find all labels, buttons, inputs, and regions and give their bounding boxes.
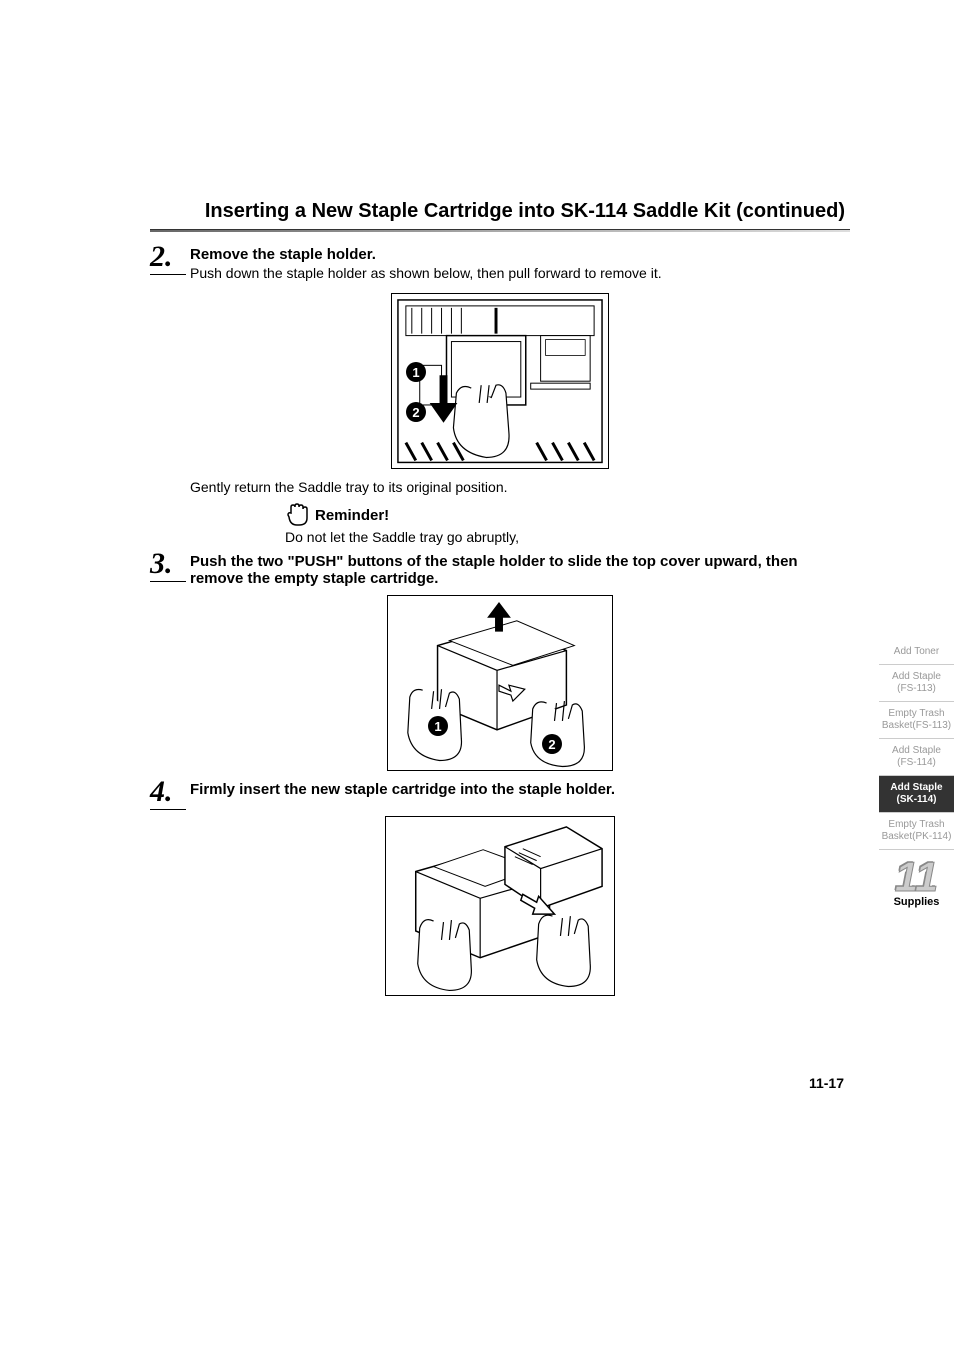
- chapter-label: Supplies: [879, 896, 954, 908]
- step-body: Firmly insert the new staple cartridge i…: [190, 781, 850, 800]
- sidebar-item-line1: Empty Trash: [888, 819, 944, 830]
- reminder-text: Do not let the Saddle tray go abruptly,: [285, 529, 850, 545]
- sidebar-item-line2: (SK-114): [896, 794, 936, 805]
- step-title: Firmly insert the new staple cartridge i…: [190, 781, 850, 798]
- figure-step-2: 1 2: [391, 293, 609, 469]
- heading-underline: [150, 229, 850, 232]
- callout-2: 2: [406, 402, 426, 422]
- step-body: Remove the staple holder. Push down the …: [190, 246, 850, 287]
- reminder-label: Reminder!: [315, 507, 389, 524]
- step-title: Remove the staple holder.: [190, 246, 850, 263]
- heading-main: Inserting a New Staple Cartridge into SK…: [205, 200, 731, 222]
- sidebar-item-line1: Add Toner: [894, 646, 939, 657]
- callout-1: 1: [406, 362, 426, 382]
- sidebar-item-line1: Add Staple: [890, 782, 942, 793]
- figure-illustration: [386, 817, 614, 995]
- chapter-marker: 11 Supplies: [879, 858, 954, 908]
- figure-illustration: [388, 596, 612, 770]
- step-number: 2.: [150, 242, 186, 275]
- figure-step-3: 1 2: [387, 595, 613, 771]
- figure-illustration: [392, 294, 608, 468]
- step-number: 3.: [150, 549, 186, 582]
- chapter-number: 11: [879, 858, 954, 896]
- step-body: Push the two "PUSH" buttons of the stapl…: [190, 553, 850, 589]
- main-heading: Inserting a New Staple Cartridge into SK…: [150, 200, 850, 223]
- step-4: 4. Firmly insert the new staple cartridg…: [150, 781, 850, 810]
- callout-1: 1: [428, 716, 448, 736]
- sidebar-item-line2: (FS-113): [897, 683, 936, 694]
- page-number: 11-17: [809, 1075, 844, 1091]
- reminder-row: Reminder!: [285, 503, 850, 527]
- sidebar-item-line1: Add Staple: [892, 745, 941, 756]
- sidebar-nav: Add Toner Add Staple (FS-113) Empty Tras…: [879, 640, 954, 908]
- step-number: 4.: [150, 777, 186, 810]
- sidebar-item-add-staple-fs113[interactable]: Add Staple (FS-113): [879, 665, 954, 702]
- sidebar-item-line1: Empty Trash: [888, 708, 944, 719]
- page-content: Inserting a New Staple Cartridge into SK…: [150, 200, 850, 1006]
- hand-stop-icon: [285, 503, 309, 527]
- step-3: 3. Push the two "PUSH" buttons of the st…: [150, 553, 850, 589]
- callout-2: 2: [542, 734, 562, 754]
- sidebar-item-line2: Basket(FS-113): [882, 720, 951, 731]
- step-text: Push down the staple holder as shown bel…: [190, 265, 850, 281]
- sidebar-item-line2: Basket(PK-114): [882, 831, 952, 842]
- sidebar-item-add-staple-sk114[interactable]: Add Staple (SK-114): [879, 776, 954, 813]
- sidebar-item-add-staple-fs114[interactable]: Add Staple (FS-114): [879, 739, 954, 776]
- step-title: Push the two "PUSH" buttons of the stapl…: [190, 553, 850, 587]
- step-2: 2. Remove the staple holder. Push down t…: [150, 246, 850, 287]
- sidebar-item-line2: (FS-114): [897, 757, 936, 768]
- sidebar-item-line1: Add Staple: [892, 671, 941, 682]
- heading-continued: (continued): [736, 200, 845, 222]
- sidebar-item-empty-trash-pk114[interactable]: Empty Trash Basket(PK-114): [879, 813, 954, 850]
- figure-step-4: [385, 816, 615, 996]
- sidebar-item-add-toner[interactable]: Add Toner: [879, 640, 954, 665]
- sidebar-item-empty-trash-fs113[interactable]: Empty Trash Basket(FS-113): [879, 702, 954, 739]
- step-2-post-text: Gently return the Saddle tray to its ori…: [190, 479, 850, 495]
